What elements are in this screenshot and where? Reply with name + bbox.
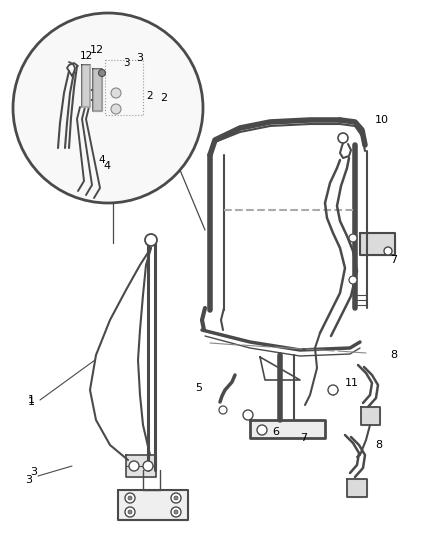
Circle shape: [125, 493, 135, 503]
Text: 3: 3: [123, 58, 130, 68]
Text: 5: 5: [195, 383, 202, 393]
Circle shape: [111, 88, 121, 98]
Circle shape: [384, 247, 392, 255]
Circle shape: [125, 507, 135, 517]
Circle shape: [349, 234, 357, 242]
Text: 8: 8: [375, 440, 382, 450]
Polygon shape: [250, 420, 325, 438]
Circle shape: [111, 104, 121, 114]
Polygon shape: [118, 490, 188, 520]
Circle shape: [349, 276, 357, 284]
Text: 8: 8: [390, 350, 397, 360]
Polygon shape: [126, 455, 156, 477]
Text: 1: 1: [28, 397, 35, 407]
Text: 7: 7: [300, 433, 307, 443]
Circle shape: [128, 496, 132, 500]
Text: 4: 4: [103, 161, 110, 171]
Circle shape: [171, 507, 181, 517]
Circle shape: [243, 410, 253, 420]
Circle shape: [338, 133, 348, 143]
Circle shape: [99, 69, 106, 77]
Text: 1: 1: [28, 395, 35, 405]
Polygon shape: [347, 479, 367, 497]
Text: 12: 12: [90, 45, 104, 55]
Circle shape: [257, 425, 267, 435]
Text: 12: 12: [80, 51, 93, 61]
Circle shape: [174, 496, 178, 500]
Circle shape: [328, 385, 338, 395]
Circle shape: [13, 13, 203, 203]
Text: 2: 2: [160, 93, 167, 103]
Circle shape: [129, 461, 139, 471]
Text: 10: 10: [375, 115, 389, 125]
Text: 4: 4: [98, 155, 105, 165]
Polygon shape: [360, 233, 395, 255]
Text: 3: 3: [25, 475, 32, 485]
Circle shape: [128, 510, 132, 514]
Text: 11: 11: [345, 378, 359, 388]
Text: 3: 3: [30, 467, 37, 477]
Circle shape: [145, 234, 157, 246]
Text: 3: 3: [136, 53, 143, 63]
Circle shape: [171, 493, 181, 503]
Circle shape: [143, 461, 153, 471]
Polygon shape: [361, 407, 380, 425]
Text: 7: 7: [390, 255, 397, 265]
Polygon shape: [93, 69, 102, 111]
Bar: [105, 60, 143, 115]
Circle shape: [174, 510, 178, 514]
Text: 6: 6: [272, 427, 279, 437]
Circle shape: [219, 406, 227, 414]
Polygon shape: [82, 65, 90, 107]
Text: 2: 2: [146, 91, 152, 101]
